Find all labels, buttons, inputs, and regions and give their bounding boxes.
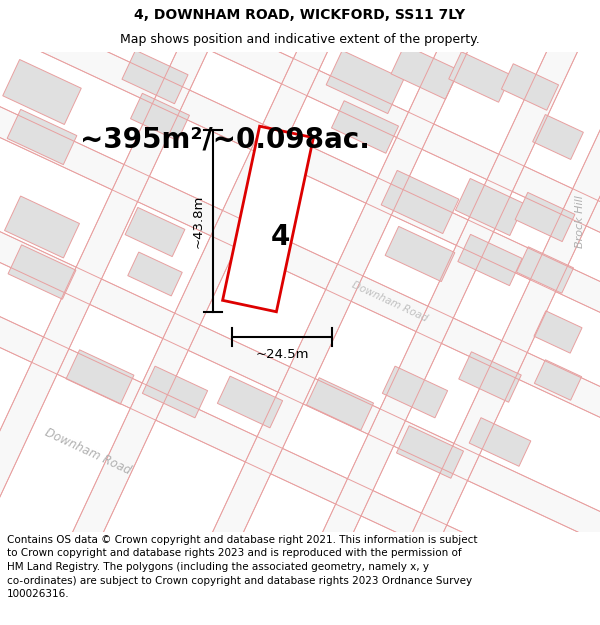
Text: ~43.8m: ~43.8m bbox=[191, 194, 205, 248]
Polygon shape bbox=[455, 179, 524, 236]
Polygon shape bbox=[223, 126, 313, 312]
Polygon shape bbox=[3, 59, 81, 124]
Text: Downham Road: Downham Road bbox=[43, 426, 133, 478]
Text: Map shows position and indicative extent of the property.: Map shows position and indicative extent… bbox=[120, 32, 480, 46]
Polygon shape bbox=[459, 352, 521, 402]
Polygon shape bbox=[158, 0, 522, 625]
Polygon shape bbox=[0, 0, 600, 339]
Polygon shape bbox=[122, 50, 188, 104]
Polygon shape bbox=[128, 252, 182, 296]
Polygon shape bbox=[397, 426, 464, 478]
Polygon shape bbox=[326, 51, 404, 114]
Polygon shape bbox=[385, 226, 455, 282]
Polygon shape bbox=[381, 171, 459, 234]
Polygon shape bbox=[66, 350, 134, 404]
Polygon shape bbox=[0, 205, 600, 569]
Polygon shape bbox=[131, 93, 190, 141]
Polygon shape bbox=[331, 101, 398, 153]
Text: 4: 4 bbox=[271, 223, 290, 251]
Polygon shape bbox=[502, 64, 559, 110]
Text: ~24.5m: ~24.5m bbox=[255, 349, 309, 361]
Polygon shape bbox=[0, 0, 600, 259]
Polygon shape bbox=[18, 0, 382, 625]
Polygon shape bbox=[535, 360, 581, 400]
Polygon shape bbox=[142, 366, 208, 418]
Polygon shape bbox=[307, 378, 374, 430]
Polygon shape bbox=[517, 247, 574, 293]
Polygon shape bbox=[458, 234, 522, 286]
Polygon shape bbox=[515, 192, 575, 242]
Polygon shape bbox=[469, 418, 531, 466]
Text: Downham Road: Downham Road bbox=[350, 280, 430, 324]
Polygon shape bbox=[5, 196, 79, 258]
Polygon shape bbox=[358, 0, 600, 625]
Polygon shape bbox=[0, 290, 600, 625]
Polygon shape bbox=[217, 376, 283, 428]
Text: Brock Hill: Brock Hill bbox=[575, 196, 585, 248]
Polygon shape bbox=[7, 109, 77, 164]
Text: 4, DOWNHAM ROAD, WICKFORD, SS11 7LY: 4, DOWNHAM ROAD, WICKFORD, SS11 7LY bbox=[134, 8, 466, 21]
Polygon shape bbox=[0, 0, 262, 625]
Polygon shape bbox=[534, 311, 582, 353]
Text: ~395m²/~0.098ac.: ~395m²/~0.098ac. bbox=[80, 126, 370, 154]
Polygon shape bbox=[268, 0, 600, 625]
Polygon shape bbox=[125, 208, 185, 257]
Polygon shape bbox=[449, 52, 511, 102]
Polygon shape bbox=[391, 45, 459, 99]
Polygon shape bbox=[382, 366, 448, 418]
Text: Contains OS data © Crown copyright and database right 2021. This information is : Contains OS data © Crown copyright and d… bbox=[7, 535, 478, 599]
Polygon shape bbox=[533, 114, 583, 159]
Polygon shape bbox=[8, 245, 76, 299]
Polygon shape bbox=[0, 80, 600, 444]
